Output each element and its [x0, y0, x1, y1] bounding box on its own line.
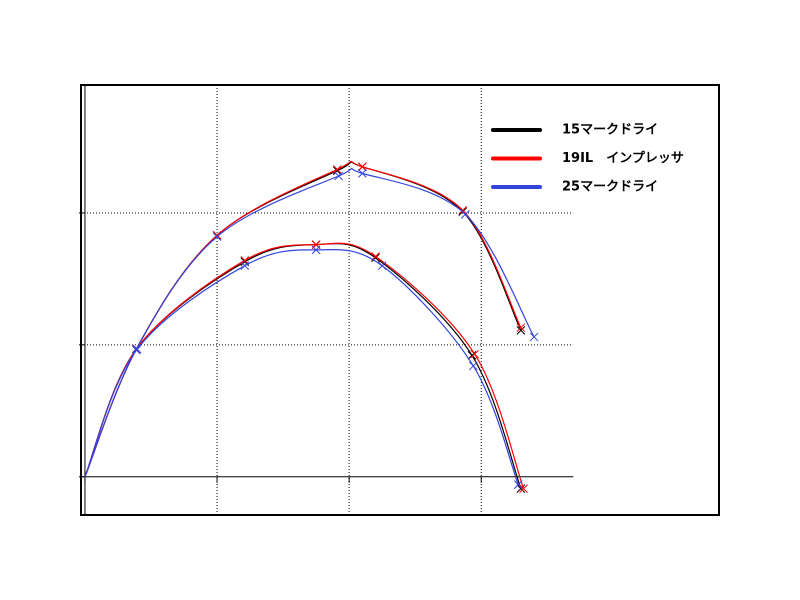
- legend-label: 25マークドライ: [562, 180, 658, 195]
- marker: [513, 480, 523, 490]
- marker: [529, 332, 539, 342]
- legend-label: 19IL インプレッサ: [562, 151, 684, 166]
- marker: [358, 162, 367, 172]
- marker: [516, 323, 526, 333]
- marker: [461, 209, 470, 219]
- marker: [467, 351, 477, 360]
- marker: [516, 484, 526, 493]
- legend-label: 15マークドライ: [562, 123, 658, 138]
- marker: [334, 171, 343, 181]
- marker: [240, 261, 250, 271]
- marker: [468, 361, 478, 371]
- marker: [377, 261, 387, 271]
- marker: [519, 484, 528, 493]
- marker: [458, 205, 468, 215]
- marker: [358, 169, 367, 178]
- marker: [311, 245, 321, 255]
- marker: [132, 345, 141, 355]
- plot-frame: [80, 84, 720, 516]
- marker: [516, 325, 526, 335]
- marker: [212, 231, 222, 240]
- marker: [212, 232, 222, 242]
- marker: [470, 349, 479, 359]
